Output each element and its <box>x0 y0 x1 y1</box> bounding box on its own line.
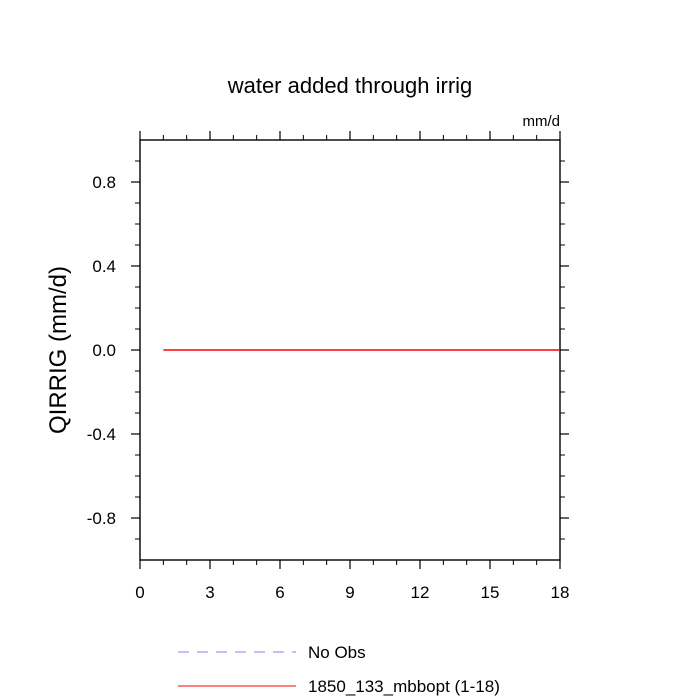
units-label: mm/d <box>523 113 561 130</box>
legend: No Obs 1850_133_mbbopt (1-18) <box>178 643 500 696</box>
y-axis-label: QIRRIG (mm/d) <box>45 266 72 434</box>
x-tick-label: 12 <box>411 583 430 602</box>
x-tick-label: 6 <box>275 583 284 602</box>
x-tick-label: 0 <box>135 583 144 602</box>
legend-label: No Obs <box>308 643 366 662</box>
legend-label: 1850_133_mbbopt (1-18) <box>308 677 500 696</box>
y-tick-label: 0.0 <box>92 341 116 360</box>
y-tick-label: 0.8 <box>92 173 116 192</box>
axis-ticks <box>131 131 569 569</box>
x-tick-label: 15 <box>481 583 500 602</box>
y-tick-label: 0.4 <box>92 257 116 276</box>
x-tick-label: 18 <box>551 583 570 602</box>
chart-title: water added through irrig <box>227 73 473 98</box>
y-tick-label: -0.4 <box>87 425 116 444</box>
tick-labels: 0 3 6 9 12 15 18 0.8 0.4 0.0 -0.4 -0.8 <box>87 173 570 602</box>
x-tick-label: 3 <box>205 583 214 602</box>
y-tick-label: -0.8 <box>87 509 116 528</box>
x-tick-label: 9 <box>345 583 354 602</box>
